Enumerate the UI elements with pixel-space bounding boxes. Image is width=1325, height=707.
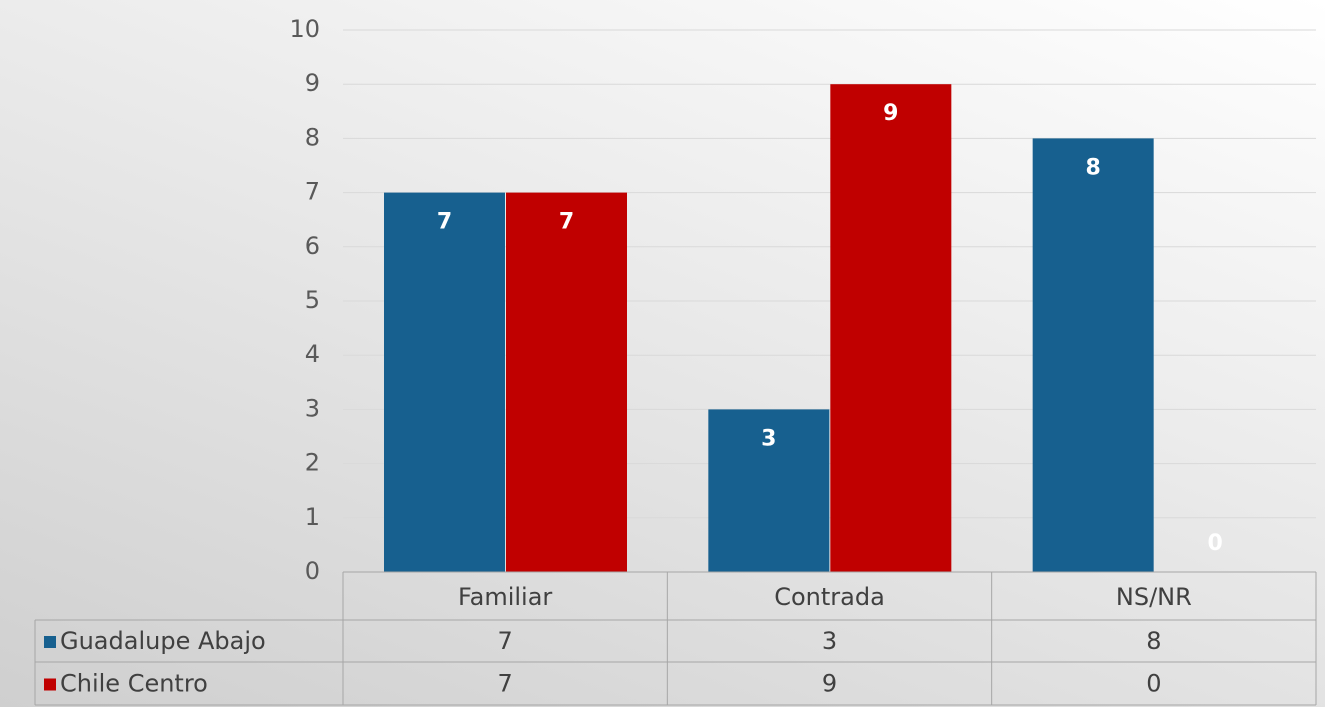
y-tick-label: 9 <box>305 69 320 97</box>
data-label: 8 <box>1086 155 1101 180</box>
y-tick-label: 10 <box>289 15 320 43</box>
bar <box>384 192 505 572</box>
table-value: 7 <box>498 627 513 655</box>
bar <box>1032 138 1154 572</box>
data-label: 3 <box>761 426 776 451</box>
data-label: 7 <box>437 210 452 235</box>
legend-key <box>44 636 56 648</box>
data-label: 7 <box>559 210 574 235</box>
bar <box>830 84 952 572</box>
table-value: 3 <box>822 627 837 655</box>
data-label: 9 <box>883 101 898 126</box>
y-tick-label: 1 <box>305 503 320 531</box>
y-tick-label: 4 <box>305 340 320 368</box>
legend-key <box>44 678 56 691</box>
y-tick-label: 8 <box>305 123 320 151</box>
table-value: 7 <box>498 670 513 698</box>
table-value: 8 <box>1146 627 1161 655</box>
y-tick-label: 6 <box>305 232 320 260</box>
bar <box>506 192 627 572</box>
y-tick-label: 7 <box>305 178 320 206</box>
table-value: 0 <box>1146 670 1161 698</box>
legend-label: Chile Centro <box>60 670 208 698</box>
category-label: Contrada <box>774 583 885 611</box>
table-value: 9 <box>822 670 837 698</box>
data-label: 0 <box>1208 531 1223 556</box>
category-label: NS/NR <box>1116 583 1192 611</box>
legend-label: Guadalupe Abajo <box>60 627 266 655</box>
category-label: Familiar <box>458 583 552 611</box>
y-tick-label: 3 <box>305 394 320 422</box>
y-tick-label: 2 <box>305 449 320 477</box>
bar <box>708 409 830 572</box>
y-tick-label: 0 <box>305 557 320 585</box>
y-tick-label: 5 <box>305 286 320 314</box>
